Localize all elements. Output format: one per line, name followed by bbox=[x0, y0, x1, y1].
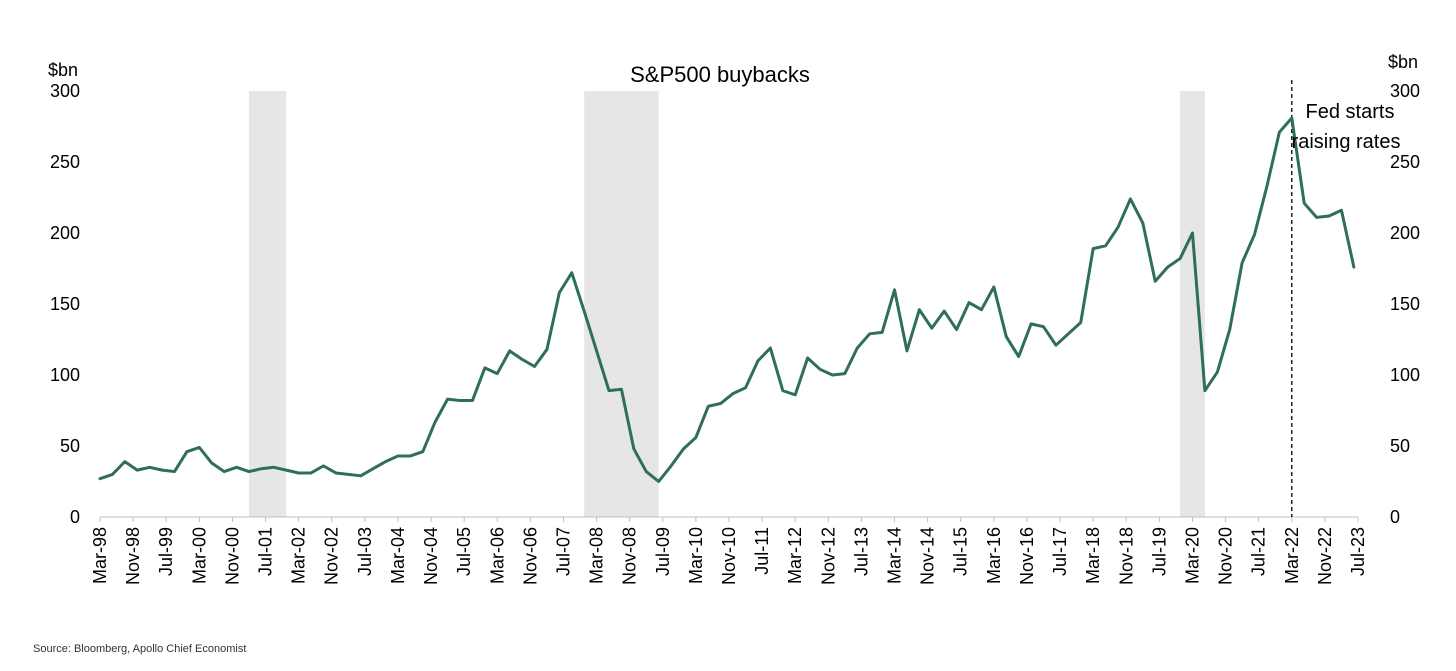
x-tick-Nov-14: Nov-14 bbox=[918, 527, 938, 585]
x-tick-Jul-07: Jul-07 bbox=[553, 527, 573, 576]
x-tick-Nov-08: Nov-08 bbox=[620, 527, 640, 585]
x-tick-Mar-18: Mar-18 bbox=[1083, 527, 1103, 584]
right-axis-unit: $bn bbox=[1388, 52, 1418, 72]
y-tick-left-300: 300 bbox=[50, 81, 80, 101]
series bbox=[98, 116, 1356, 483]
x-tick-Jul-23: Jul-23 bbox=[1348, 527, 1368, 576]
x-tick-Jul-01: Jul-01 bbox=[256, 527, 276, 576]
x-tick-Nov-22: Nov-22 bbox=[1315, 527, 1335, 585]
x-tick-Mar-20: Mar-20 bbox=[1182, 527, 1202, 584]
x-tick-Jul-11: Jul-11 bbox=[752, 527, 772, 575]
x-tick-Mar-02: Mar-02 bbox=[289, 527, 309, 584]
y-tick-left-50: 50 bbox=[60, 436, 80, 456]
x-tick-Mar-22: Mar-22 bbox=[1282, 527, 1302, 584]
y-tick-right-100: 100 bbox=[1390, 365, 1420, 385]
x-tick-Mar-08: Mar-08 bbox=[587, 527, 607, 584]
x-tick-Mar-10: Mar-10 bbox=[686, 527, 706, 584]
x-tick-Mar-14: Mar-14 bbox=[885, 527, 905, 584]
y-tick-left-250: 250 bbox=[50, 152, 80, 172]
y-tick-right-200: 200 bbox=[1390, 223, 1420, 243]
x-tick-Nov-12: Nov-12 bbox=[818, 527, 838, 585]
x-tick-Nov-18: Nov-18 bbox=[1116, 527, 1136, 585]
x-tick-Nov-10: Nov-10 bbox=[719, 527, 739, 585]
y-tick-right-300: 300 bbox=[1390, 81, 1420, 101]
recession-band-2 bbox=[584, 91, 659, 517]
x-tick-Nov-04: Nov-04 bbox=[421, 527, 441, 585]
x-tick-Mar-98: Mar-98 bbox=[90, 527, 110, 584]
y-tick-left-200: 200 bbox=[50, 223, 80, 243]
x-tick-Jul-99: Jul-99 bbox=[156, 527, 176, 576]
x-tick-Mar-06: Mar-06 bbox=[487, 527, 507, 584]
annotation-line-2: raising rates bbox=[1292, 131, 1401, 153]
recession-band-1 bbox=[248, 91, 287, 517]
recession-band-3 bbox=[1180, 91, 1205, 517]
x-tick-Jul-13: Jul-13 bbox=[851, 527, 871, 576]
y-tick-right-0: 0 bbox=[1390, 507, 1400, 527]
x-tick-Jul-15: Jul-15 bbox=[951, 527, 971, 576]
y-tick-left-0: 0 bbox=[70, 507, 80, 527]
x-tick-Jul-17: Jul-17 bbox=[1050, 527, 1070, 576]
axes: 0 0 50 50 100 100 150 150 200 200 250 250 300 300 Mar-… bbox=[50, 81, 1420, 585]
series-line-1 bbox=[98, 116, 1356, 483]
x-tick-Nov-02: Nov-02 bbox=[322, 527, 342, 585]
x-tick-Jul-21: Jul-21 bbox=[1249, 527, 1269, 576]
x-tick-Jul-09: Jul-09 bbox=[653, 527, 673, 576]
y-tick-right-50: 50 bbox=[1390, 436, 1410, 456]
x-tick-Nov-00: Nov-00 bbox=[222, 527, 242, 585]
x-tick-Jul-03: Jul-03 bbox=[355, 527, 375, 576]
y-tick-left-150: 150 bbox=[50, 294, 80, 314]
x-tick-Jul-19: Jul-19 bbox=[1149, 527, 1169, 576]
x-tick-Mar-00: Mar-00 bbox=[189, 527, 209, 584]
x-tick-Nov-98: Nov-98 bbox=[123, 527, 143, 585]
chart-title: S&P500 buybacks bbox=[630, 62, 810, 87]
y-tick-left-100: 100 bbox=[50, 365, 80, 385]
recession-bands bbox=[248, 91, 1205, 517]
left-axis-unit: $bn bbox=[48, 60, 78, 80]
y-tick-right-150: 150 bbox=[1390, 294, 1420, 314]
annotation-line-1: Fed starts bbox=[1306, 101, 1395, 123]
x-tick-Nov-20: Nov-20 bbox=[1216, 527, 1236, 585]
x-tick-Mar-04: Mar-04 bbox=[388, 527, 408, 584]
x-tick-Mar-12: Mar-12 bbox=[785, 527, 805, 584]
x-tick-Nov-06: Nov-06 bbox=[520, 527, 540, 585]
x-tick-Mar-16: Mar-16 bbox=[984, 527, 1004, 584]
x-tick-Nov-16: Nov-16 bbox=[1017, 527, 1037, 585]
source-note: Source: Bloomberg, Apollo Chief Economis… bbox=[33, 643, 246, 655]
x-tick-Jul-05: Jul-05 bbox=[454, 527, 474, 576]
y-tick-right-250: 250 bbox=[1390, 152, 1420, 172]
